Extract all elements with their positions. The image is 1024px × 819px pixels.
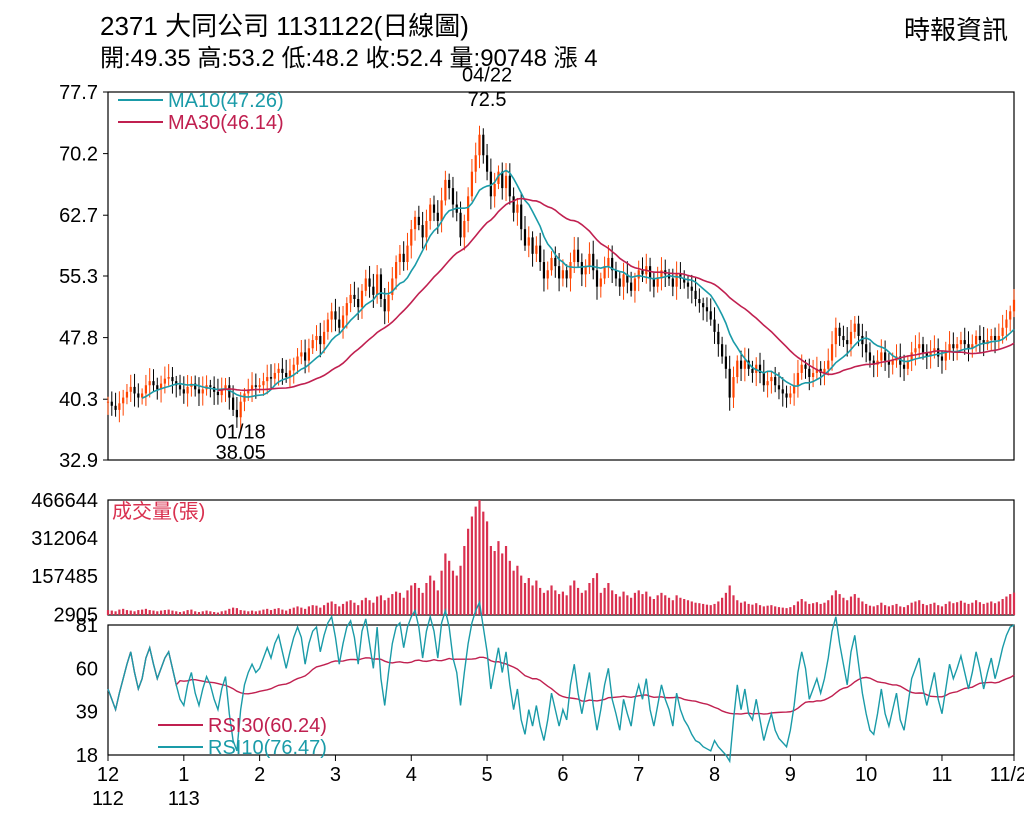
- svg-text:RSI30(60.24): RSI30(60.24): [208, 715, 327, 737]
- svg-text:312064: 312064: [31, 528, 98, 550]
- svg-text:成交量(張): 成交量(張): [112, 500, 205, 523]
- svg-text:81: 81: [76, 615, 98, 637]
- provider-label: 時報資訊: [904, 10, 1008, 47]
- svg-text:MA30(46.14): MA30(46.14): [168, 112, 284, 134]
- svg-text:6: 6: [557, 764, 568, 786]
- svg-text:RSI10(76.47): RSI10(76.47): [208, 737, 327, 759]
- svg-text:11/22: 11/22: [990, 764, 1024, 786]
- svg-text:72.5: 72.5: [468, 89, 507, 111]
- svg-text:70.2: 70.2: [59, 144, 98, 166]
- svg-text:3: 3: [330, 764, 341, 786]
- svg-text:466644: 466644: [31, 490, 98, 512]
- svg-text:12: 12: [97, 764, 119, 786]
- svg-text:62.7: 62.7: [59, 205, 98, 227]
- svg-text:77.7: 77.7: [59, 82, 98, 104]
- svg-text:55.3: 55.3: [59, 266, 98, 288]
- ohlc-line: 開:49.35 高:53.2 低:48.2 收:52.4 量:90748 漲 4: [100, 38, 598, 73]
- svg-text:40.3: 40.3: [59, 389, 98, 411]
- svg-text:60: 60: [76, 658, 98, 680]
- svg-text:11: 11: [932, 764, 953, 786]
- svg-text:113: 113: [168, 788, 200, 810]
- svg-text:9: 9: [785, 764, 796, 786]
- svg-text:7: 7: [633, 764, 644, 786]
- chart-svg: 32.9 40.3 47.8 55.3 62.7 70.2 77.7 MA10(47.26)M…: [0, 0, 1024, 819]
- svg-text:2: 2: [254, 764, 265, 786]
- svg-text:8: 8: [709, 764, 720, 786]
- svg-text:10: 10: [855, 764, 877, 786]
- svg-text:39: 39: [76, 702, 98, 724]
- svg-text:38.05: 38.05: [216, 442, 266, 464]
- stock-chart-container: 32.9 40.3 47.8 55.3 62.7 70.2 77.7 MA10(47.26)M…: [0, 0, 1024, 819]
- svg-text:157485: 157485: [31, 566, 98, 588]
- svg-text:01/18: 01/18: [216, 422, 266, 444]
- svg-text:5: 5: [482, 764, 493, 786]
- svg-text:4: 4: [406, 764, 417, 786]
- svg-text:112: 112: [92, 788, 124, 810]
- svg-text:MA10(47.26): MA10(47.26): [168, 90, 284, 112]
- svg-text:47.8: 47.8: [59, 328, 98, 350]
- svg-text:18: 18: [76, 745, 98, 767]
- svg-text:32.9: 32.9: [59, 450, 98, 472]
- svg-text:1: 1: [178, 764, 189, 786]
